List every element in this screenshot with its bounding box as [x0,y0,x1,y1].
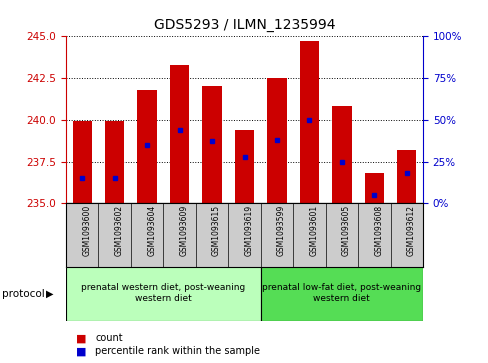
Bar [72,122,92,203]
Text: GSM1093602: GSM1093602 [115,205,123,256]
Text: GSM1093609: GSM1093609 [179,205,188,256]
Text: GSM1093619: GSM1093619 [244,205,253,256]
Text: ▶: ▶ [45,289,53,299]
Text: GSM1093600: GSM1093600 [82,205,91,256]
Text: GSM1093601: GSM1093601 [309,205,318,256]
Bar [105,122,124,203]
Text: GSM1093604: GSM1093604 [147,205,156,256]
Text: GSM1093599: GSM1093599 [276,205,285,256]
Text: ■: ■ [76,346,86,356]
Bar [364,173,383,203]
Text: percentile rank within the sample: percentile rank within the sample [95,346,260,356]
Text: prenatal western diet, post-weaning
western diet: prenatal western diet, post-weaning west… [81,283,245,303]
Bar [260,267,422,321]
Text: count: count [95,333,122,343]
Text: GSM1093605: GSM1093605 [341,205,350,256]
Bar [396,150,416,203]
Bar [331,106,351,203]
Text: protocol: protocol [2,289,45,299]
Text: GSM1093612: GSM1093612 [406,205,415,256]
Bar [169,65,189,203]
Text: GSM1093608: GSM1093608 [373,205,383,256]
Bar [137,90,157,203]
Bar [234,130,254,203]
Bar [202,86,222,203]
Text: prenatal low-fat diet, post-weaning
western diet: prenatal low-fat diet, post-weaning west… [262,283,421,303]
Text: GSM1093615: GSM1093615 [212,205,221,256]
Title: GDS5293 / ILMN_1235994: GDS5293 / ILMN_1235994 [153,19,335,33]
Bar [266,78,286,203]
Bar [299,41,319,203]
Bar [66,267,260,321]
Text: ■: ■ [76,333,86,343]
